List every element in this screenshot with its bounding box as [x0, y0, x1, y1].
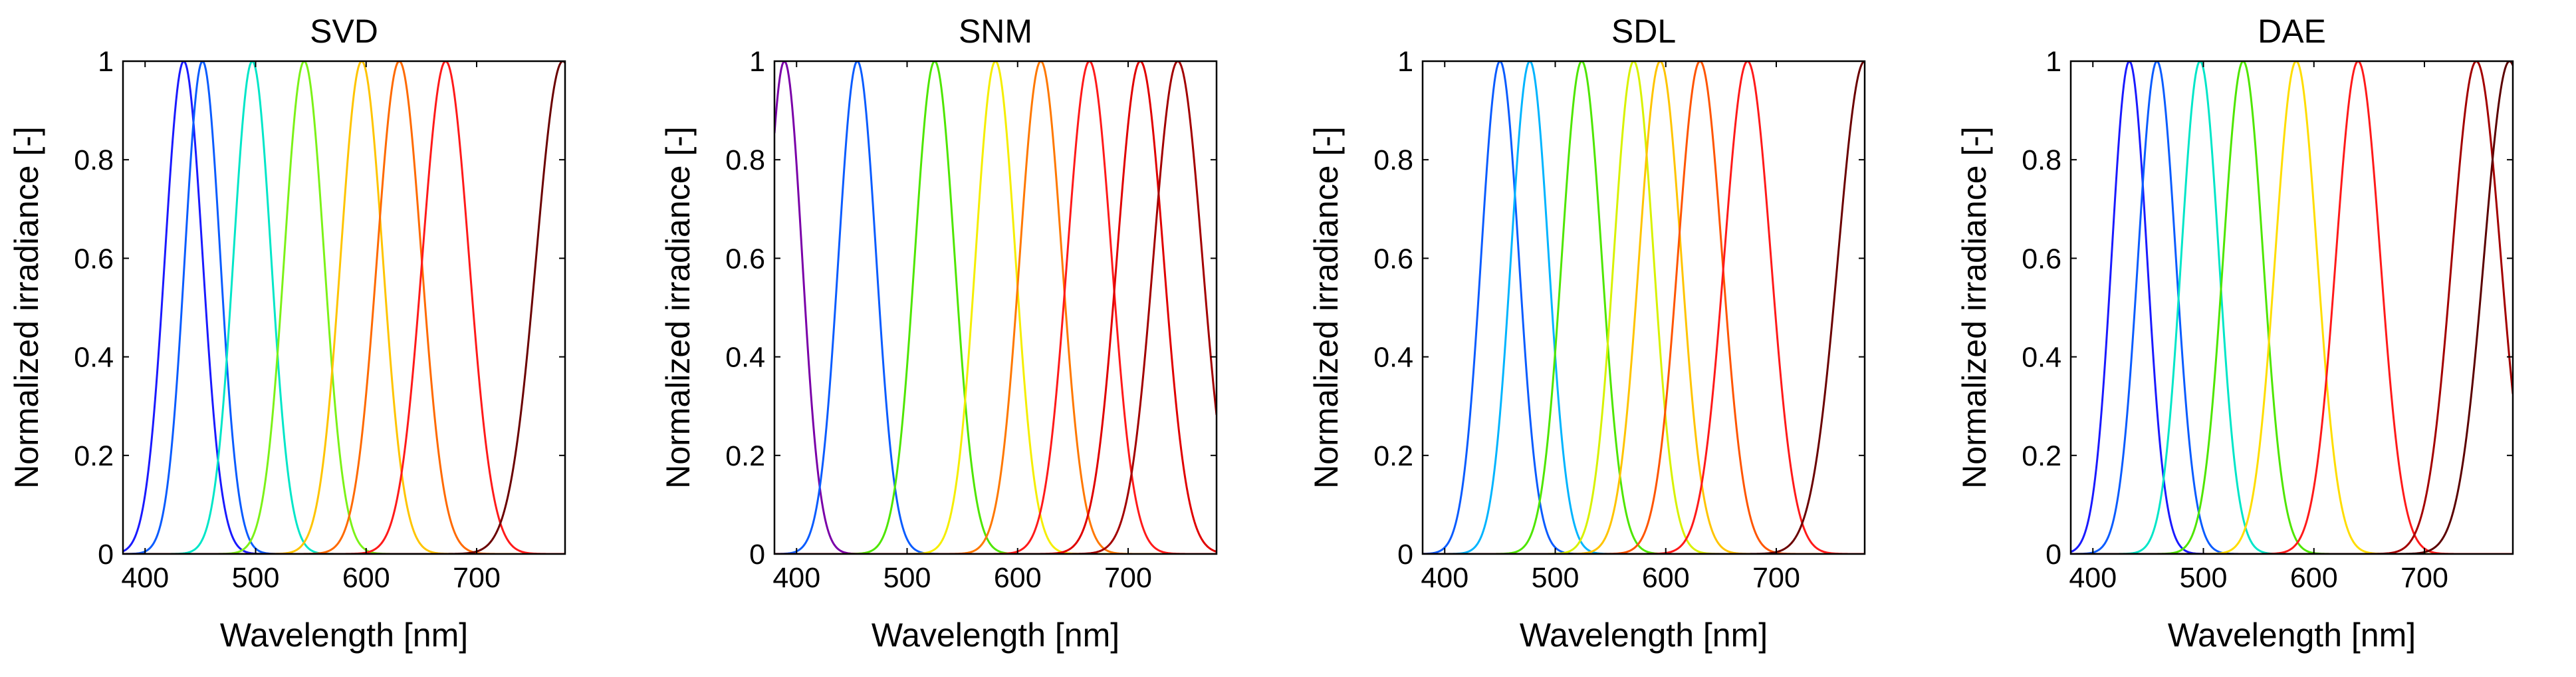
series-line-2: [123, 61, 565, 554]
x-tick-label: 600: [994, 562, 1042, 594]
y-tick-label: 0.8: [725, 144, 765, 176]
series-group: [1423, 61, 1865, 554]
y-tick-label: 0.8: [2022, 144, 2061, 176]
chart-title: SVD: [310, 13, 378, 50]
y-tick-label: 0.6: [74, 243, 114, 275]
chart-title: SDL: [1611, 13, 1676, 50]
series-line-1: [123, 61, 565, 554]
series-line-7: [774, 61, 1217, 554]
y-tick-label: 1: [749, 46, 765, 78]
y-tick-label: 0.6: [1373, 243, 1413, 275]
x-tick-label: 600: [2290, 562, 2338, 594]
y-axis-label: Normalized irradiance [-]: [1956, 126, 1993, 489]
y-tick-label: 0.6: [725, 243, 765, 275]
axes-box: [122, 60, 566, 555]
y-tick-label: 0.2: [74, 440, 114, 472]
y-axis-label: Normalized irradiance [-]: [8, 126, 45, 489]
y-tick-label: 0: [749, 539, 765, 571]
x-tick-label: 700: [453, 562, 501, 594]
series-line-7: [2071, 61, 2513, 554]
x-tick-label: 500: [2180, 562, 2228, 594]
y-tick-label: 0: [98, 539, 114, 571]
x-tick-label: 400: [772, 562, 820, 594]
x-axis-label: Wavelength [nm]: [1520, 616, 1768, 654]
x-tick-label: 400: [121, 562, 169, 594]
x-axis-label: Wavelength [nm]: [220, 616, 468, 654]
x-tick-label: 400: [2069, 562, 2117, 594]
x-tick-label: 500: [883, 562, 931, 594]
y-tick-label: 0.8: [74, 144, 114, 176]
y-tick-label: 1: [2046, 46, 2061, 78]
x-tick-label: 700: [1752, 562, 1800, 594]
series-group: [774, 61, 1217, 554]
series-line-3: [123, 61, 565, 554]
series-line-2: [2071, 61, 2513, 554]
series-line-5: [2071, 61, 2513, 554]
series-line-5: [123, 61, 565, 554]
chart-title: SNM: [959, 13, 1032, 50]
y-tick-label: 0.6: [2022, 243, 2061, 275]
axes-box: [1421, 60, 1866, 555]
y-tick-label: 0.4: [2022, 342, 2061, 374]
series-line-6: [123, 61, 565, 554]
series-line-8: [774, 61, 1217, 554]
x-tick-label: 700: [1104, 562, 1152, 594]
chart-panel-2: 400 500 600 700 0 0.2 0.4 0.6 0.8 1 SNM Wavelength …: [659, 13, 1218, 654]
x-tick-label: 500: [1532, 562, 1580, 594]
y-tick-label: 0.2: [2022, 440, 2061, 472]
series-line-1: [1423, 61, 1865, 554]
y-tick-label: 0.2: [725, 440, 765, 472]
series-line-1: [2071, 61, 2513, 554]
series-group: [2071, 61, 2513, 554]
series-line-2: [1423, 61, 1865, 554]
series-line-8: [123, 61, 565, 554]
y-tick-label: 1: [1397, 46, 1413, 78]
y-tick-label: 0.4: [1373, 342, 1413, 374]
series-line-4: [2071, 61, 2513, 554]
x-tick-label: 700: [2400, 562, 2448, 594]
axes-box: [773, 60, 1218, 555]
y-tick-label: 0: [2046, 539, 2061, 571]
series-line-8: [1423, 61, 1865, 554]
chart-panel-1: 400 500 600 700 0 0.2 0.4 0.6 0.8 1 SVD Wavelength …: [8, 13, 566, 654]
y-tick-label: 0.2: [1373, 440, 1413, 472]
series-line-3: [2071, 61, 2513, 554]
x-tick-label: 600: [1642, 562, 1690, 594]
y-tick-label: 0: [1397, 539, 1413, 571]
series-line-5: [1423, 61, 1865, 554]
chart-panel-4: 400 500 600 700 0 0.2 0.4 0.6 0.8 1 DAE Wavelength …: [1956, 13, 2514, 654]
y-tick-label: 0.8: [1373, 144, 1413, 176]
y-tick-label: 0.4: [725, 342, 765, 374]
series-line-4: [123, 61, 565, 554]
chart-title: DAE: [2258, 13, 2326, 50]
series-line-6: [2071, 61, 2513, 554]
series-line-2: [774, 61, 1217, 554]
series-group: [123, 61, 565, 554]
x-axis-label: Wavelength [nm]: [2168, 616, 2416, 654]
series-line-4: [1423, 61, 1865, 554]
x-tick-label: 500: [232, 562, 280, 594]
x-tick-label: 400: [1421, 562, 1468, 594]
y-tick-label: 1: [98, 46, 114, 78]
y-axis-label: Normalized irradiance [-]: [1308, 126, 1345, 489]
chart-panel-3: 400 500 600 700 0 0.2 0.4 0.6 0.8 1 SDL Wavelength …: [1308, 13, 1866, 654]
y-tick-label: 0.4: [74, 342, 114, 374]
axes-box: [2069, 60, 2514, 555]
series-line-7: [123, 61, 565, 554]
y-axis-label: Normalized irradiance [-]: [659, 126, 697, 489]
x-axis-label: Wavelength [nm]: [872, 616, 1119, 654]
x-tick-label: 600: [342, 562, 390, 594]
series-line-8: [2071, 61, 2513, 554]
